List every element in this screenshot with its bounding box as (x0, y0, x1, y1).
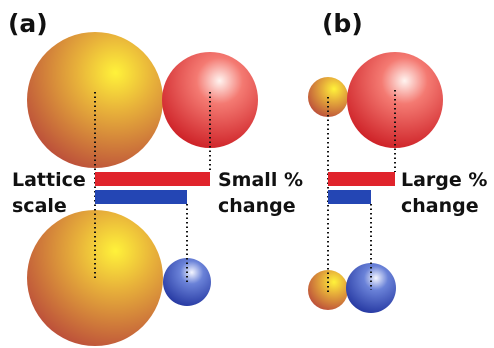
red-bar (95, 172, 210, 186)
right-text: Large % (401, 169, 487, 191)
large-atom (27, 32, 163, 168)
panel-label: (a) (8, 9, 48, 38)
left-text: scale (12, 195, 67, 217)
diagram: (a) Lattice scale Small % change (b) Lar… (0, 0, 494, 348)
right-text: change (218, 195, 296, 217)
blue-bar (328, 190, 371, 204)
left-text: Lattice (12, 169, 86, 191)
blue-bar (95, 190, 187, 204)
right-text: change (401, 195, 479, 217)
panel-label: (b) (322, 9, 363, 38)
red-bar (328, 172, 395, 186)
right-text: Small % (218, 169, 303, 191)
blue-atom (346, 263, 396, 313)
small-atom (308, 270, 348, 310)
